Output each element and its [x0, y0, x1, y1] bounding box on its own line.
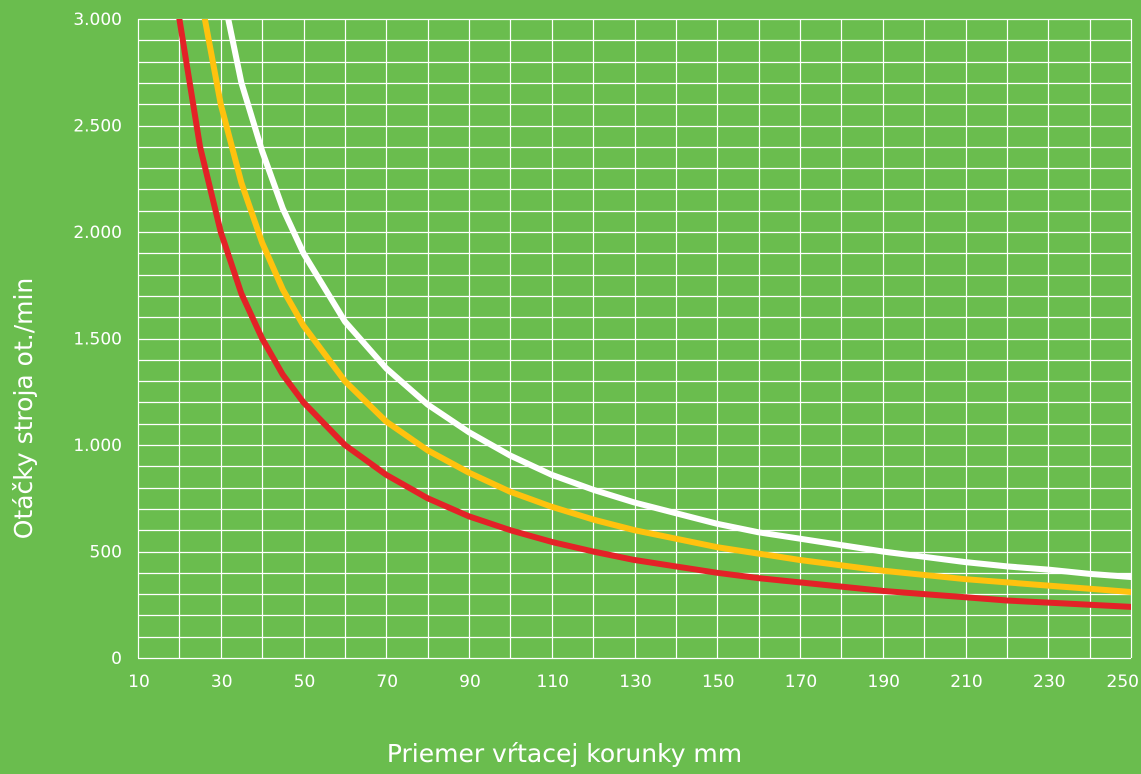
x-tick-label: 10	[128, 672, 150, 692]
y-tick-label: 2.000	[73, 223, 122, 243]
x-tick-label: 70	[376, 672, 398, 692]
x-tick-label: 130	[619, 672, 651, 692]
series-line-3	[176, 19, 1131, 610]
x-tick-label: 250	[1107, 672, 1139, 692]
x-tick-label: 230	[1033, 672, 1065, 692]
x-tick-label: 110	[537, 672, 569, 692]
x-tick-label: 210	[950, 672, 982, 692]
x-axis-title: Priemer vŕtacej korunky mm	[387, 739, 742, 768]
y-tick-label: 1.500	[73, 330, 122, 350]
series-line-1	[225, 19, 1131, 581]
y-tick-label: 2.500	[73, 117, 122, 137]
x-tick-label: 190	[868, 672, 900, 692]
y-tick-label: 0	[111, 649, 122, 669]
series-line-2	[201, 19, 1131, 595]
y-axis-title: Otáčky stroja ot./min	[9, 278, 38, 540]
y-tick-label: 3.000	[73, 10, 122, 30]
x-tick-label: 30	[211, 672, 233, 692]
x-tick-label: 50	[294, 672, 316, 692]
x-tick-label: 170	[785, 672, 817, 692]
y-tick-label: 1.000	[73, 436, 122, 456]
x-tick-label: 150	[702, 672, 734, 692]
y-tick-label: 500	[90, 543, 122, 563]
x-tick-label: 90	[459, 672, 481, 692]
